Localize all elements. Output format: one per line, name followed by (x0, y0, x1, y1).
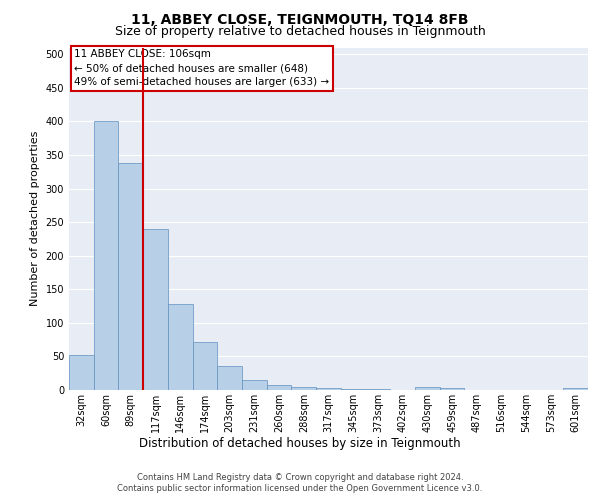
Bar (94, 122, 118, 390)
Bar (168, 304, 193, 390)
Bar (193, 342, 217, 390)
Bar (292, 386, 316, 390)
Bar (143, 229, 168, 390)
Bar (316, 388, 341, 390)
Bar (217, 366, 242, 390)
Text: Distribution of detached houses by size in Teignmouth: Distribution of detached houses by size … (139, 438, 461, 450)
Text: 11, ABBEY CLOSE, TEIGNMOUTH, TQ14 8FB: 11, ABBEY CLOSE, TEIGNMOUTH, TQ14 8FB (131, 12, 469, 26)
Text: Contains HM Land Registry data © Crown copyright and database right 2024.: Contains HM Land Registry data © Crown c… (137, 472, 463, 482)
Bar (267, 384, 292, 390)
Bar (69, 355, 94, 390)
Text: Size of property relative to detached houses in Teignmouth: Size of property relative to detached ho… (115, 25, 485, 38)
Bar (563, 388, 588, 390)
Bar (415, 386, 440, 390)
Text: Contains public sector information licensed under the Open Government Licence v3: Contains public sector information licen… (118, 484, 482, 493)
Y-axis label: Number of detached properties: Number of detached properties (30, 131, 40, 306)
Text: 11 ABBEY CLOSE: 106sqm
← 50% of detached houses are smaller (648)
49% of semi-de: 11 ABBEY CLOSE: 106sqm ← 50% of detached… (74, 49, 329, 87)
Bar (440, 388, 464, 390)
Bar (242, 380, 267, 390)
Bar (118, 163, 143, 390)
